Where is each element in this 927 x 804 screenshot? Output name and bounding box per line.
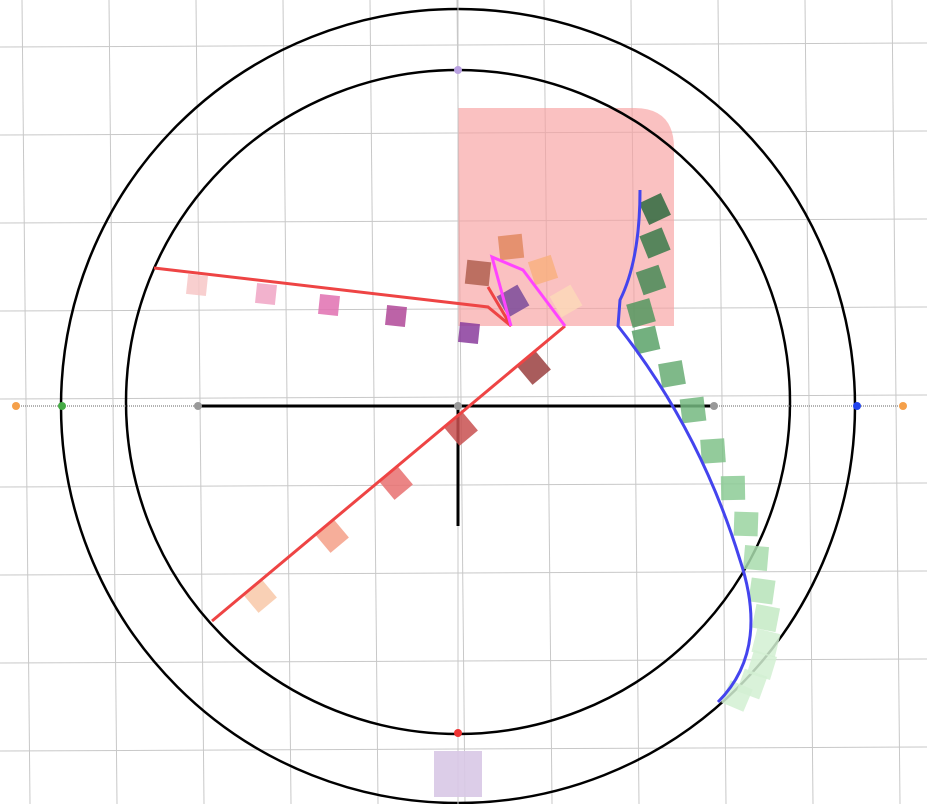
- curve-square: [700, 438, 726, 464]
- point-marker: [454, 402, 462, 410]
- diagonal-line-square: [444, 412, 478, 446]
- grid-line-vertical: [195, 0, 205, 804]
- pink-region: [458, 108, 634, 326]
- point-marker: [710, 402, 718, 410]
- grid-line-vertical: [282, 0, 292, 804]
- diagonal-line-square: [315, 519, 349, 553]
- grid-line-horizontal: [0, 746, 927, 752]
- grid-line-horizontal: [0, 570, 927, 576]
- magenta-line: [489, 254, 567, 327]
- upper-line-square: [385, 305, 407, 327]
- grid-line-vertical: [369, 0, 379, 804]
- diagonal-line-square: [517, 351, 551, 385]
- curve-square: [748, 577, 776, 605]
- point-marker: [899, 402, 907, 410]
- point-marker: [853, 402, 861, 410]
- grid-line-vertical: [891, 0, 901, 804]
- curve-square: [679, 396, 707, 424]
- upper-line-square: [458, 322, 480, 344]
- red-diagonal-line: [211, 324, 566, 623]
- upper-line-square: [318, 294, 340, 316]
- upper-line-square: [496, 284, 530, 318]
- upper-line-square: [255, 283, 277, 305]
- squares-layer: [186, 193, 781, 712]
- curve-square: [733, 511, 759, 537]
- curve-square: [720, 475, 746, 501]
- grid-line-vertical: [804, 0, 814, 804]
- diagonal-line-square: [379, 466, 413, 500]
- curve-square: [626, 298, 656, 328]
- grid-line-horizontal: [0, 394, 927, 400]
- curve-square: [639, 193, 671, 225]
- curve-square: [631, 325, 661, 355]
- magenta-square: [527, 254, 559, 286]
- grid-line-vertical: [717, 0, 727, 804]
- curve-square: [635, 264, 667, 296]
- point-marker: [454, 729, 462, 737]
- curve-square: [742, 544, 770, 572]
- lavender-box: [434, 751, 482, 797]
- blue-curve: [616, 189, 753, 704]
- point-markers: [12, 66, 907, 737]
- red-upper-line: [153, 266, 513, 328]
- magenta-square: [464, 259, 492, 287]
- grid-line-vertical: [21, 0, 31, 804]
- curve-square: [639, 227, 671, 259]
- magenta-square: [549, 284, 583, 318]
- grid-line-horizontal: [0, 482, 927, 488]
- curve-square: [751, 603, 781, 633]
- point-marker: [12, 402, 20, 410]
- curve-square: [658, 360, 686, 388]
- point-marker: [194, 402, 202, 410]
- grid-line-vertical: [108, 0, 118, 804]
- point-marker: [58, 402, 66, 410]
- diagonal-line-square: [243, 579, 277, 613]
- curve-square: [751, 628, 781, 658]
- upper-line-square: [186, 274, 208, 296]
- grid-line-horizontal: [0, 42, 927, 48]
- magenta-square: [497, 233, 525, 261]
- point-marker: [454, 66, 462, 74]
